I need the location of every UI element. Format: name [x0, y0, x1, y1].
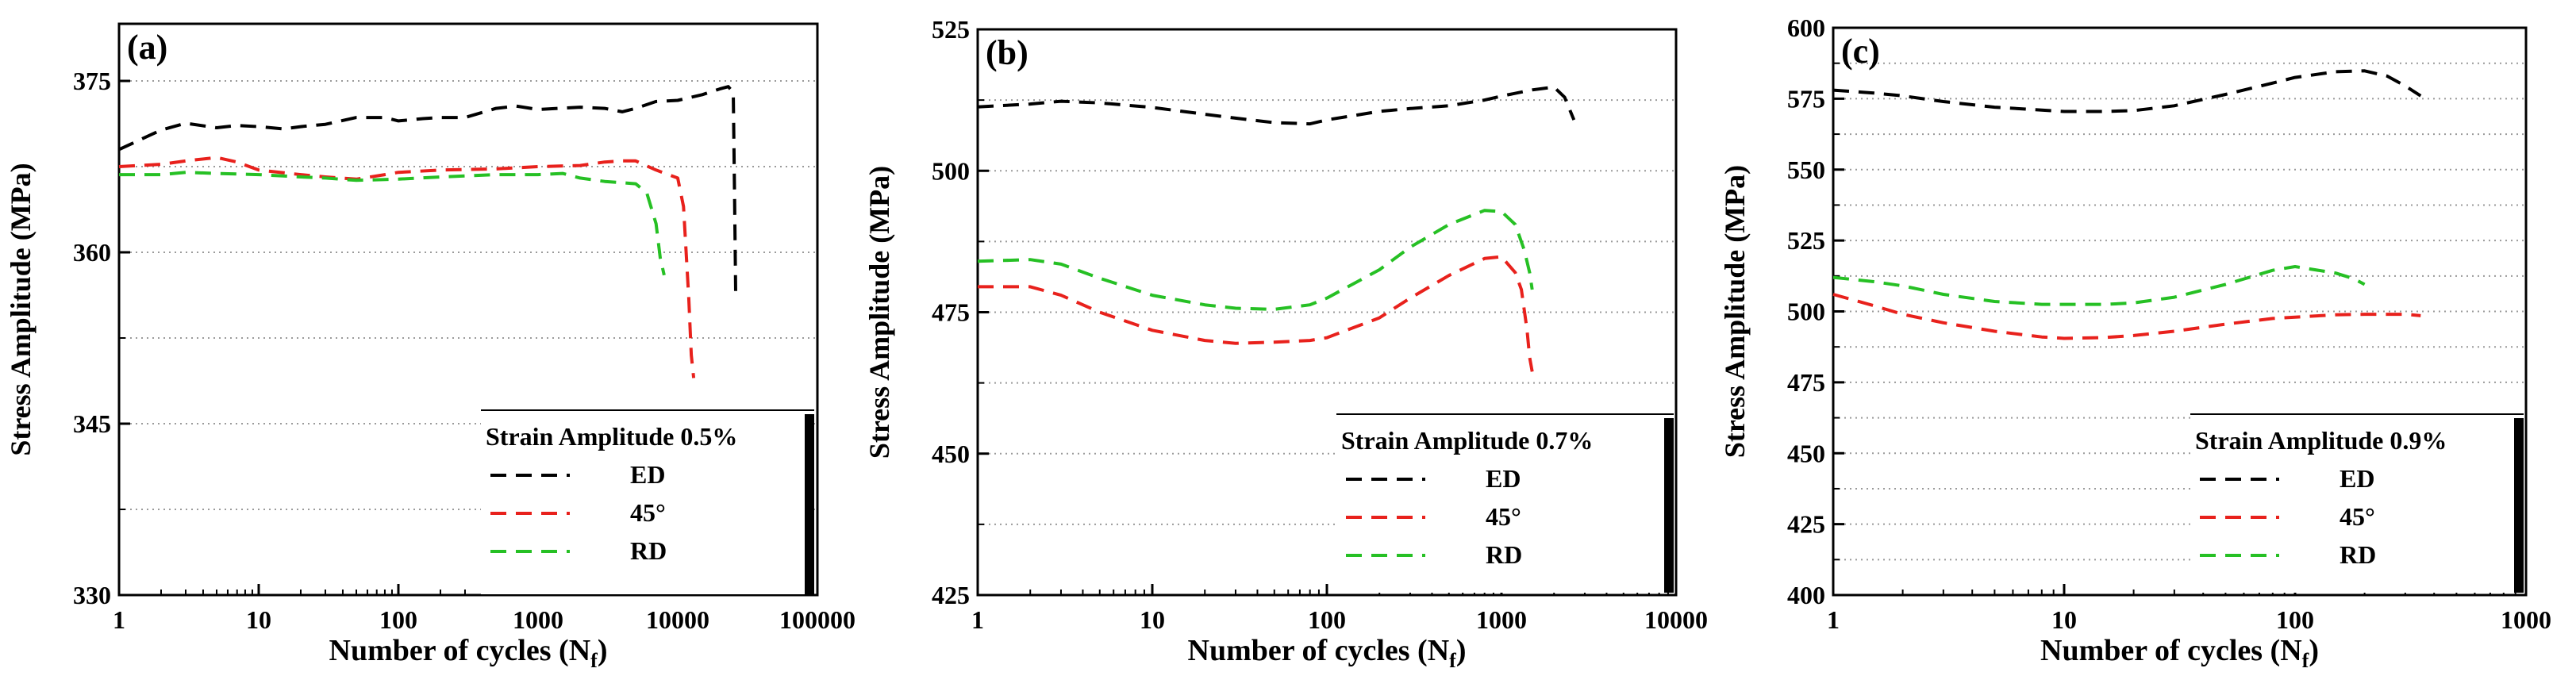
plot-frame: [117, 22, 819, 597]
y-tick-label: 525: [1787, 226, 1825, 255]
legend-title: Strain Amplitude 0.5%: [486, 422, 737, 451]
legend-title: Strain Amplitude 0.7%: [1341, 426, 1593, 455]
y-tick-label: 550: [1787, 156, 1825, 184]
legend-background: [2190, 414, 2524, 593]
x-tick-label: 1: [1827, 605, 1840, 634]
y-tick-label: 475: [1787, 368, 1825, 397]
legend-entry-label: 45°: [630, 498, 666, 527]
x-tick-label: 100: [2276, 605, 2314, 634]
y-tick-label: 575: [1787, 84, 1825, 113]
y-tick-label: 500: [1787, 298, 1825, 326]
y-tick-label: 400: [1787, 581, 1825, 609]
x-axis-label: Number of cycles (Nf): [2040, 634, 2319, 672]
y-axis-label: Stress Amplitude (MPa): [5, 163, 37, 455]
x-tick-label: 1: [971, 605, 984, 634]
panel-label: (a): [127, 28, 167, 67]
x-tick-label: 1000: [513, 605, 563, 634]
series-line-45deg: [1832, 293, 2421, 340]
legend: Strain Amplitude 0.5% ED 45° RD: [481, 409, 814, 594]
y-axis-label: Stress Amplitude (MPa): [1719, 165, 1751, 458]
panel-label: (b): [986, 33, 1028, 72]
y-tick-label: 525: [932, 15, 970, 44]
x-tick-label: 1000: [2501, 605, 2551, 634]
series-line-ed: [1832, 69, 2422, 113]
legend: Strain Amplitude 0.9% ED 45° RD: [2190, 413, 2524, 593]
legend-entry-label: ED: [2340, 464, 2374, 493]
x-tick-label: 10000: [646, 605, 709, 634]
series-line-rd: [1832, 265, 2366, 306]
y-tick-label: 450: [932, 440, 970, 468]
y-tick-label: 360: [73, 238, 111, 267]
y-tick-label: 345: [73, 409, 111, 438]
x-tick-label: 10: [2051, 605, 2077, 634]
x-tick-label: 100: [379, 605, 417, 634]
series-line-45deg: [118, 156, 696, 378]
x-tick-label: 100000: [779, 605, 855, 634]
series-line-ed: [977, 85, 1576, 126]
legend-entry-label: ED: [630, 460, 665, 489]
y-tick-label: 425: [932, 581, 970, 609]
legend-entry-label: RD: [630, 536, 667, 565]
x-tick-label: 100: [1308, 605, 1346, 634]
legend-background: [481, 410, 814, 594]
legend-background: [1336, 414, 1674, 593]
series-line-rd: [119, 171, 666, 276]
x-tick-label: 10: [246, 605, 271, 634]
x-tick-label: 10: [1140, 605, 1165, 634]
legend-shadow: [1664, 418, 1674, 593]
y-tick-label: 600: [1787, 13, 1825, 42]
legend-entry-label: ED: [1486, 464, 1521, 493]
y-axis-label: Stress Amplitude (MPa): [863, 166, 895, 459]
series-line-45deg: [978, 255, 1534, 372]
legend-title: Strain Amplitude 0.9%: [2195, 426, 2447, 455]
legend-entry-label: RD: [2340, 540, 2376, 569]
y-tick-label: 330: [73, 581, 111, 609]
x-axis-label: Number of cycles (Nf): [1188, 634, 1467, 672]
x-tick-label: 10000: [1644, 605, 1708, 634]
series-line-rd: [977, 209, 1534, 311]
y-tick-label: 475: [932, 298, 970, 327]
y-tick-label: 500: [932, 156, 970, 185]
legend-entry-label: RD: [1486, 540, 1522, 569]
x-tick-label: 1: [113, 605, 125, 634]
y-tick-label: 375: [73, 67, 111, 95]
chart-panel-c: 1 10 100 1000 400 425 450 475 500 525 550 575 600 (c)…: [1719, 13, 2551, 672]
panel-label: (c): [1841, 32, 1880, 71]
chart-panel-a: 1 10 100 1000 10000 100000 330 345 360 375 (a) Numb…: [5, 22, 855, 672]
x-tick-label: 1000: [1476, 605, 1527, 634]
x-axis-label: Number of cycles (Nf): [329, 634, 608, 672]
y-tick-label: 425: [1787, 510, 1825, 539]
series-line-ed: [118, 85, 737, 293]
legend-shadow: [2514, 418, 2524, 593]
legend: Strain Amplitude 0.7% ED 45° RD: [1336, 413, 1674, 593]
legend-entry-label: 45°: [2340, 502, 2375, 531]
y-tick-label: 450: [1787, 439, 1825, 467]
legend-entry-label: 45°: [1486, 502, 1521, 531]
chart-panel-b: 1 10 100 1000 10000 425 450 475 500 525 (b) Number …: [863, 15, 1708, 672]
legend-shadow: [805, 414, 814, 594]
